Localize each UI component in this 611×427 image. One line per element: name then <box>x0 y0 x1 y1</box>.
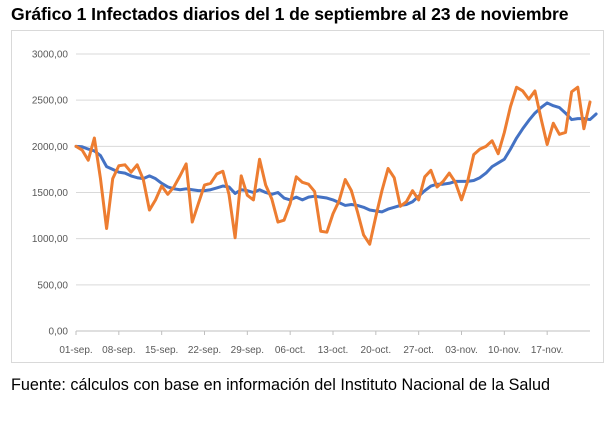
x-tick-label: 08-sep. <box>102 345 135 356</box>
series-daily-line <box>74 85 592 246</box>
chart-frame: 0,00 500,00 1000,00 1500,00 2000,00 2500,00 30… <box>11 30 604 363</box>
y-tick-label: 2500,00 <box>32 96 69 107</box>
x-tick-label: 03-nov. <box>445 345 478 356</box>
y-tick-label: 500,00 <box>37 280 68 291</box>
series-average-line <box>74 101 598 214</box>
x-tick-label: 27-oct. <box>403 345 434 356</box>
y-tick-label: 1000,00 <box>32 234 69 245</box>
y-tick-label: 2000,00 <box>32 142 69 153</box>
y-tick-label: 0,00 <box>49 327 69 338</box>
x-tick-label: 20-oct. <box>361 345 392 356</box>
x-tick-label: 15-sep. <box>145 345 178 356</box>
x-tick-label: 17-nov. <box>531 345 564 356</box>
y-tick-label: 3000,00 <box>32 50 69 61</box>
source-note: Fuente: cálculos con base en información… <box>11 376 551 394</box>
line-chart: 0,00 500,00 1000,00 1500,00 2000,00 2500,00 30… <box>32 50 598 356</box>
x-tick-label: 29-sep. <box>231 345 264 356</box>
x-tick-label: 01-sep. <box>59 345 92 356</box>
x-tick-label: 10-nov. <box>488 345 521 356</box>
chart-title: Gráfico 1 Infectados diarios del 1 de se… <box>11 4 569 24</box>
y-tick-label: 1500,00 <box>32 188 69 199</box>
x-tick-label: 13-oct. <box>318 345 349 356</box>
x-tick-label: 22-sep. <box>188 345 221 356</box>
x-tick-label: 06-oct. <box>275 345 306 356</box>
